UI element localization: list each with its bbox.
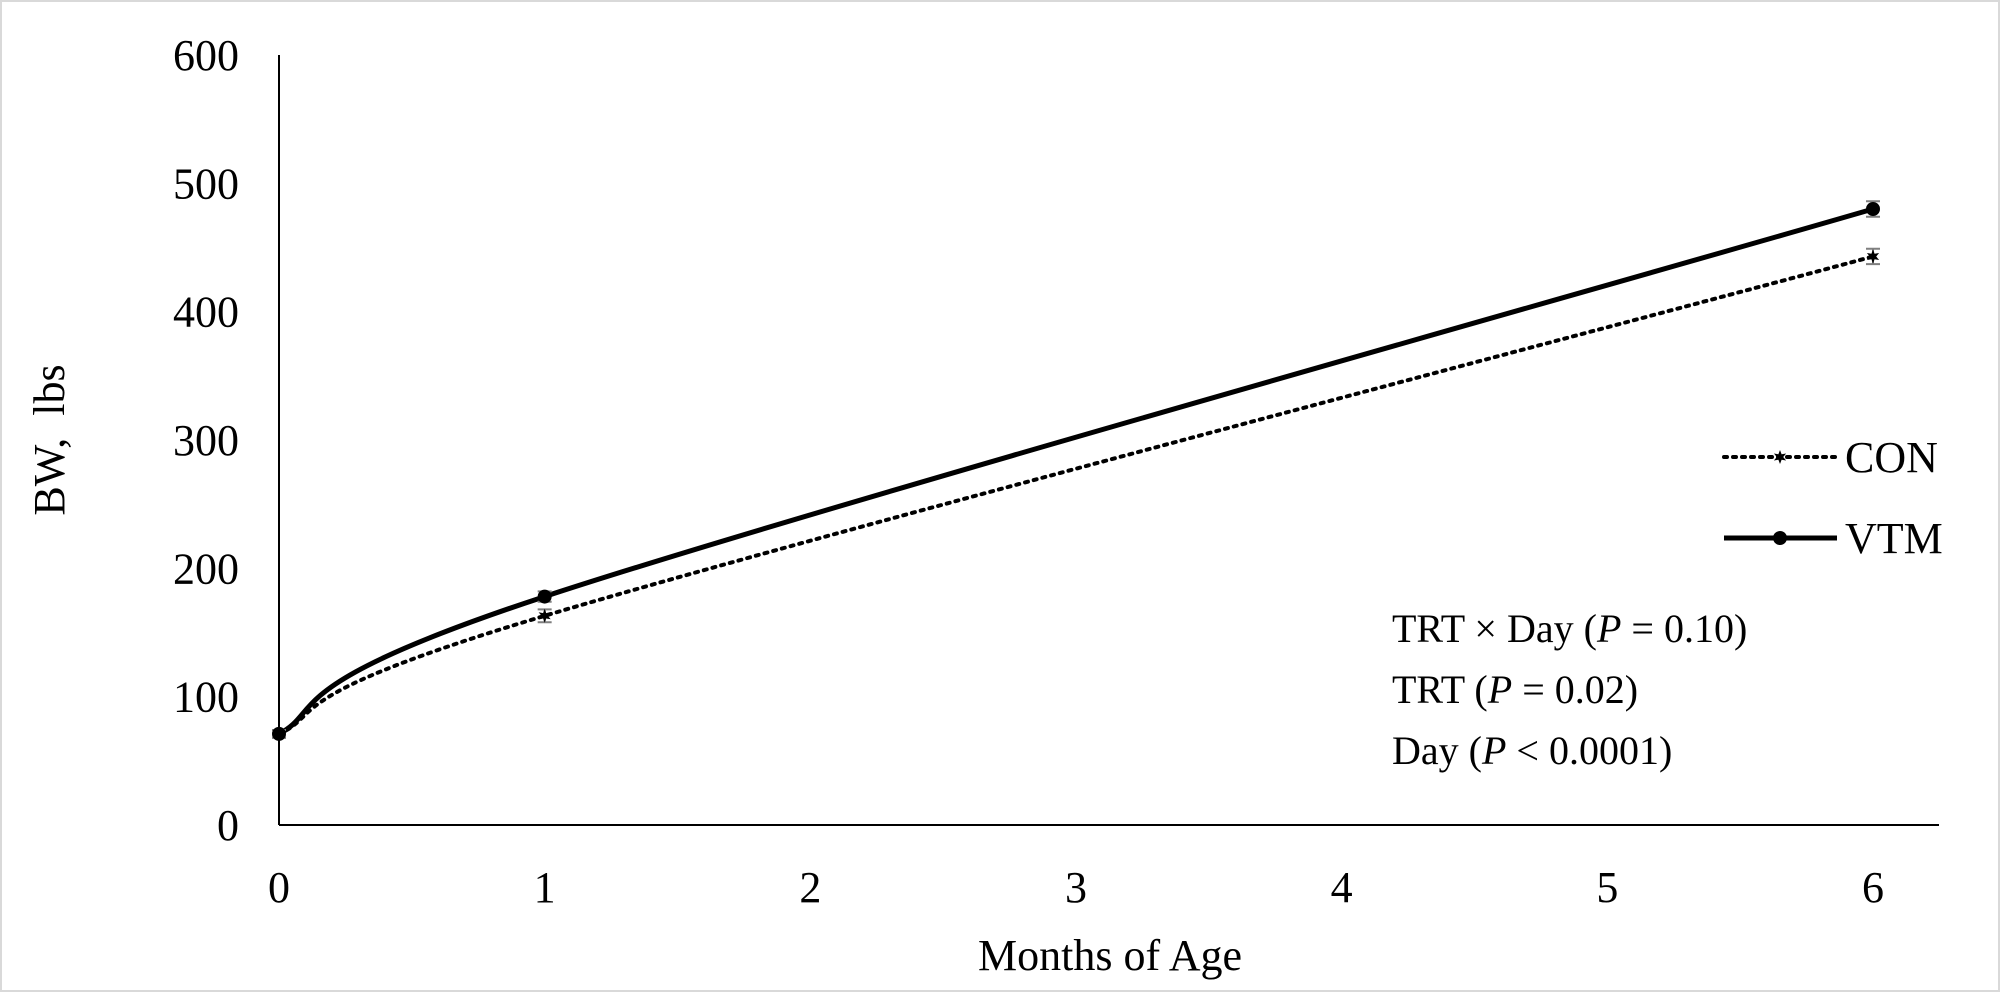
legend-marker	[1773, 450, 1787, 464]
legend-marker	[1773, 531, 1787, 545]
x-tick-label: 0	[268, 863, 290, 912]
y-tick-label: 200	[173, 544, 239, 593]
data-point-con	[538, 608, 551, 623]
series-line-vtm	[277, 206, 1874, 737]
x-tick-label: 5	[1596, 863, 1618, 912]
x-tick-label: 1	[534, 863, 556, 912]
stat-line: TRT (P = 0.02)	[1392, 667, 1638, 712]
data-point-con	[1866, 249, 1880, 264]
statistics-annotation: TRT × Day (P = 0.10) TRT (P = 0.02) Day (P…	[1392, 606, 1747, 773]
y-tick-label: 100	[173, 673, 239, 722]
legend-item-vtm: VTM	[1724, 514, 1943, 563]
series-layer	[272, 200, 1880, 741]
data-point-vtm	[537, 589, 552, 604]
series-con	[272, 247, 1880, 741]
series-vtm	[272, 200, 1880, 741]
y-tick-label: 500	[173, 159, 239, 208]
x-tick-label: 6	[1862, 863, 1884, 912]
axes	[278, 55, 1939, 826]
x-tick-label: 2	[799, 863, 821, 912]
y-tick-label: 600	[173, 31, 239, 80]
x-tick-label: 3	[1065, 863, 1087, 912]
stat-line: Day (P < 0.0001)	[1392, 728, 1672, 773]
y-tick-labels: 0 100 200 300 400 500 600	[173, 31, 239, 850]
legend-label: CON	[1845, 433, 1938, 482]
legend-item-con: CON	[1722, 433, 1938, 482]
legend: CON VTM	[1722, 433, 1943, 563]
y-axis-title: BW, lbs	[25, 364, 74, 515]
data-point-vtm	[272, 726, 286, 741]
y-tick-label: 400	[173, 288, 239, 337]
stat-line: TRT × Day (P = 0.10)	[1392, 606, 1747, 651]
x-tick-labels: 0 1 2 3 4 5 6	[268, 863, 1884, 912]
series-line-con	[277, 254, 1875, 736]
y-tick-label: 0	[217, 801, 239, 850]
data-point-vtm	[1866, 202, 1880, 216]
y-tick-label: 300	[173, 416, 239, 465]
legend-label: VTM	[1845, 514, 1943, 563]
x-axis-title: Months of Age	[978, 931, 1242, 980]
x-tick-label: 4	[1331, 863, 1353, 912]
